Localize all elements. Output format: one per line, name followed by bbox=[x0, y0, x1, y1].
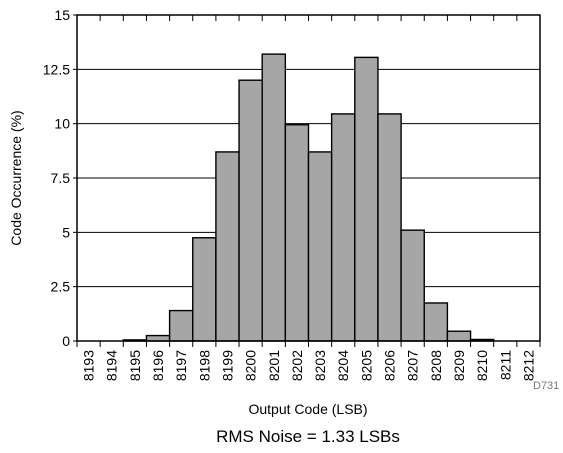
x-tick-label: 8211 bbox=[497, 350, 513, 380]
x-tick-label: 8209 bbox=[451, 350, 467, 381]
y-tick-label: 2.5 bbox=[51, 279, 71, 295]
histogram-bar bbox=[423, 302, 449, 342]
histogram-bar bbox=[284, 124, 310, 342]
histogram-bar bbox=[354, 56, 379, 342]
x-tick-label: 8202 bbox=[289, 350, 305, 381]
x-tick-label: 8193 bbox=[81, 350, 97, 381]
x-tick-label: 8212 bbox=[520, 350, 536, 381]
x-tick-label: 8195 bbox=[127, 350, 143, 381]
y-tick-label: 7.5 bbox=[51, 170, 71, 186]
x-axis-label: Output Code (LSB) bbox=[248, 401, 368, 417]
x-tick-label: 8206 bbox=[382, 350, 398, 381]
histogram-bar bbox=[261, 53, 287, 342]
x-tick-label: 8203 bbox=[312, 350, 328, 381]
histogram-bar bbox=[377, 113, 402, 342]
x-tick-label: 8200 bbox=[243, 350, 259, 381]
histogram-bar bbox=[446, 330, 472, 342]
x-tick-label: 8197 bbox=[173, 350, 189, 381]
x-tick-label: 8196 bbox=[150, 350, 166, 381]
x-tick-label: 8199 bbox=[219, 350, 235, 381]
y-tick-label: 15 bbox=[54, 7, 70, 23]
x-tick-label: 8207 bbox=[405, 350, 421, 381]
x-tick-label: 8198 bbox=[196, 350, 212, 381]
x-tick-label: 8201 bbox=[266, 350, 282, 381]
x-tick-label: 8205 bbox=[358, 350, 374, 381]
histogram-bar bbox=[192, 237, 217, 342]
y-tick-label: 0 bbox=[62, 333, 70, 349]
histogram-bar bbox=[400, 229, 425, 342]
histogram-bar bbox=[168, 309, 194, 342]
histogram-bar bbox=[215, 151, 240, 342]
x-tick-label: 8194 bbox=[104, 350, 120, 381]
y-tick-label: 5 bbox=[62, 224, 70, 240]
y-tick-label: 12.5 bbox=[43, 61, 70, 77]
x-tick-label: 8210 bbox=[474, 350, 490, 381]
histogram-bar bbox=[330, 113, 356, 342]
plot-frame bbox=[76, 14, 541, 342]
x-tick-label: 8204 bbox=[335, 350, 351, 381]
y-tick-label: 10 bbox=[54, 116, 70, 132]
y-axis-label: Code Occurrence (%) bbox=[8, 110, 24, 245]
x-tick-label: 8208 bbox=[428, 350, 444, 381]
rms-noise-annotation: RMS Noise = 1.33 LSBs bbox=[216, 427, 400, 446]
histogram-bar bbox=[145, 334, 171, 342]
histogram-bar bbox=[307, 151, 333, 342]
figure-id: D731 bbox=[533, 380, 560, 392]
histogram-bar bbox=[238, 79, 263, 342]
